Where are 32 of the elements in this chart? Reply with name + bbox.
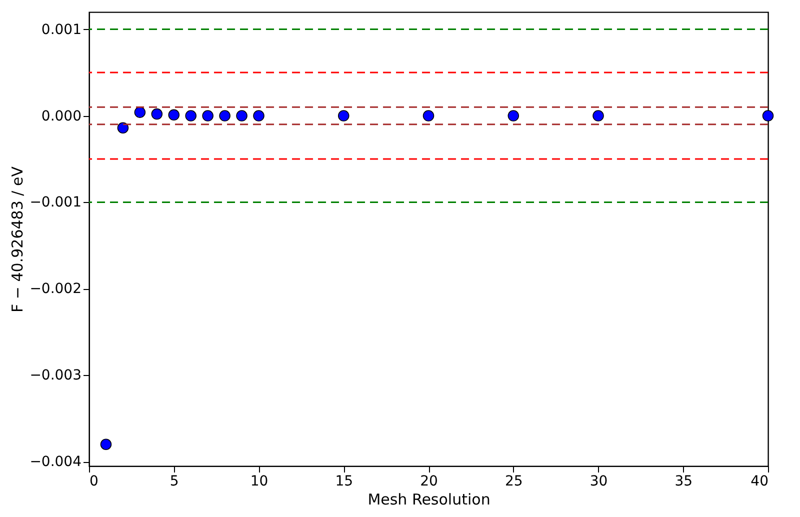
x-tick-label: 15 xyxy=(335,474,354,490)
x-tick-label: 0 xyxy=(90,474,98,490)
y-axis-title: F − 40.926483 / eV xyxy=(8,166,27,312)
y-tick-label: −0.001 xyxy=(30,194,82,211)
point xyxy=(202,110,214,122)
x-tick-label: 40 xyxy=(750,474,768,490)
y-tick-label: 0.001 xyxy=(41,22,82,38)
point xyxy=(253,110,264,122)
point xyxy=(338,110,350,122)
point xyxy=(134,106,146,118)
x-tick-label: 35 xyxy=(674,474,693,490)
point xyxy=(168,109,180,121)
x-tick-label: 30 xyxy=(590,474,608,490)
point xyxy=(508,110,520,122)
x-tick-label: 5 xyxy=(170,474,179,490)
point xyxy=(219,110,230,122)
point xyxy=(236,110,248,122)
y-tick-label: −0.003 xyxy=(30,368,82,384)
point xyxy=(592,110,604,122)
y-tick-label: −0.004 xyxy=(30,454,82,470)
y-tick-label: −0.002 xyxy=(30,281,82,298)
point xyxy=(100,438,112,450)
x-tick-label: 20 xyxy=(420,474,438,490)
point xyxy=(185,110,196,122)
point xyxy=(151,108,163,120)
x-tick-label: 10 xyxy=(250,474,268,490)
x-axis-title: Mesh Resolution xyxy=(368,490,490,508)
point xyxy=(117,122,129,134)
x-tick-label: 25 xyxy=(504,474,523,490)
y-tick-label: 0.000 xyxy=(41,108,82,124)
point xyxy=(762,110,774,122)
point xyxy=(422,110,434,122)
